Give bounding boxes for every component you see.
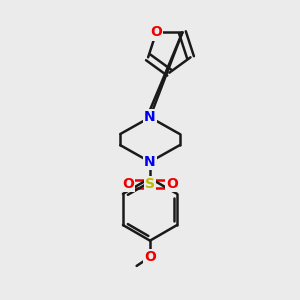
Text: O: O — [144, 250, 156, 264]
Text: N: N — [144, 110, 156, 124]
Text: O: O — [122, 177, 134, 191]
Text: O: O — [150, 26, 162, 39]
Text: O: O — [167, 177, 178, 191]
Text: N: N — [144, 155, 156, 169]
Text: S: S — [145, 177, 155, 191]
